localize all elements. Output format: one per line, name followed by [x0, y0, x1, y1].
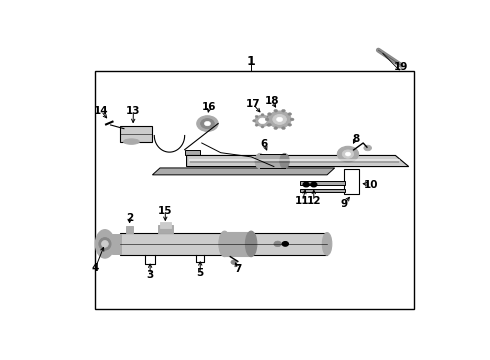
Circle shape	[345, 152, 351, 156]
Text: 12: 12	[307, 196, 321, 206]
Circle shape	[282, 109, 285, 112]
Text: 16: 16	[202, 102, 217, 112]
Circle shape	[337, 146, 359, 162]
Circle shape	[268, 123, 271, 126]
Circle shape	[259, 118, 267, 123]
Bar	[300, 189, 345, 192]
Circle shape	[274, 109, 278, 112]
Bar	[300, 181, 345, 185]
Circle shape	[274, 241, 282, 247]
Circle shape	[261, 114, 264, 116]
Circle shape	[290, 118, 294, 121]
Text: 18: 18	[265, 96, 279, 107]
Circle shape	[364, 145, 371, 151]
Circle shape	[288, 123, 292, 126]
Ellipse shape	[123, 139, 140, 144]
Polygon shape	[152, 168, 335, 175]
Circle shape	[255, 116, 258, 118]
Text: 14: 14	[94, 106, 108, 116]
Ellipse shape	[280, 153, 289, 168]
Bar	[96, 71, 415, 309]
Circle shape	[268, 111, 291, 128]
Text: 2: 2	[126, 213, 133, 223]
Text: 17: 17	[245, 99, 260, 109]
Text: 11: 11	[295, 196, 310, 206]
Circle shape	[282, 127, 285, 130]
Bar	[185, 150, 200, 155]
Circle shape	[303, 183, 309, 187]
Text: 8: 8	[352, 134, 359, 144]
Circle shape	[282, 242, 288, 246]
Circle shape	[204, 121, 211, 126]
Ellipse shape	[96, 230, 115, 258]
Ellipse shape	[219, 231, 230, 257]
Circle shape	[261, 126, 264, 128]
Circle shape	[342, 150, 354, 158]
Bar	[224, 232, 251, 256]
Circle shape	[268, 113, 271, 116]
Text: 19: 19	[394, 62, 408, 72]
Text: 9: 9	[341, 199, 348, 209]
Ellipse shape	[255, 153, 265, 168]
Circle shape	[231, 260, 237, 264]
Circle shape	[200, 118, 214, 129]
Circle shape	[274, 127, 278, 130]
Bar	[344, 169, 359, 194]
Circle shape	[255, 115, 270, 126]
Circle shape	[253, 120, 256, 122]
Ellipse shape	[322, 233, 332, 255]
Circle shape	[276, 117, 283, 122]
Circle shape	[265, 118, 269, 121]
Text: 7: 7	[234, 264, 242, 274]
Bar	[112, 234, 121, 254]
Ellipse shape	[99, 238, 111, 250]
Text: 13: 13	[126, 106, 141, 116]
Bar	[158, 225, 172, 233]
Circle shape	[273, 114, 287, 125]
Bar	[126, 226, 133, 233]
Text: 4: 4	[92, 263, 99, 273]
Ellipse shape	[245, 231, 257, 257]
Bar	[260, 153, 285, 168]
Circle shape	[267, 116, 270, 118]
Polygon shape	[187, 156, 409, 167]
Bar	[120, 126, 152, 141]
Circle shape	[288, 113, 292, 116]
Text: 5: 5	[196, 268, 204, 278]
Circle shape	[255, 124, 258, 126]
Circle shape	[270, 120, 272, 122]
Text: 6: 6	[261, 139, 268, 149]
Text: 15: 15	[158, 206, 172, 216]
Text: 1: 1	[247, 55, 255, 68]
Text: 3: 3	[147, 270, 154, 280]
Text: 10: 10	[364, 180, 378, 190]
Circle shape	[197, 116, 218, 131]
Bar	[120, 233, 327, 255]
Circle shape	[267, 124, 270, 126]
Ellipse shape	[101, 240, 108, 247]
Bar	[160, 222, 171, 228]
Circle shape	[311, 183, 317, 187]
